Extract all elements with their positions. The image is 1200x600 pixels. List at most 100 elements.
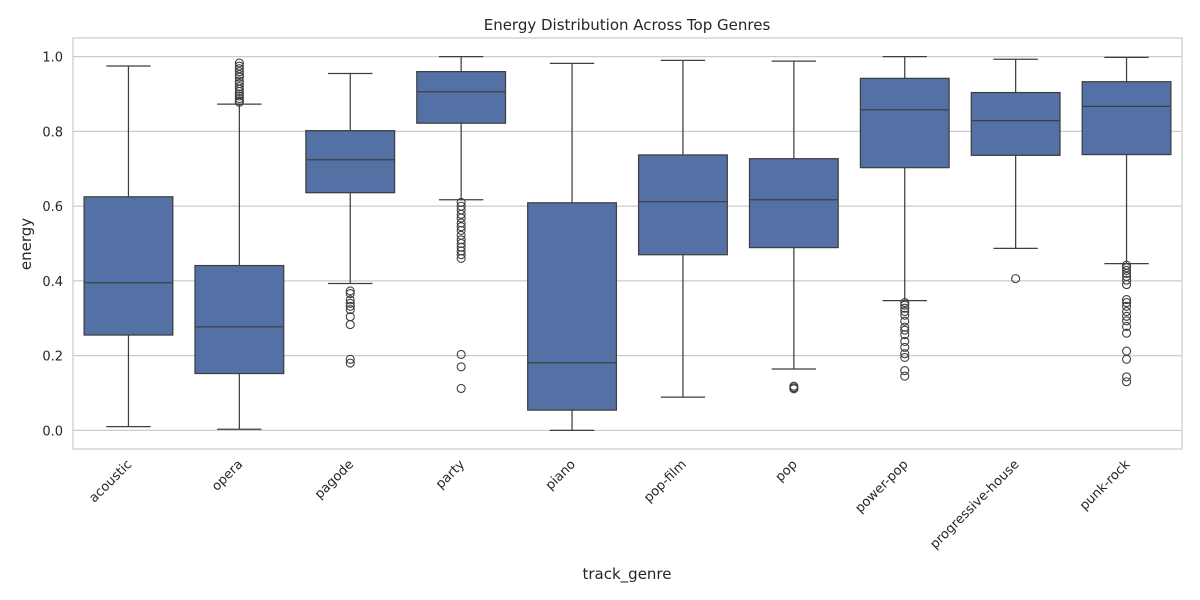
plot-frame <box>72 37 1183 450</box>
x-tick-label: punk-rock <box>1077 457 1134 514</box>
outlier-point <box>234 70 244 80</box>
outlier-point <box>1122 297 1132 308</box>
outlier-point <box>1011 274 1021 284</box>
outlier-point <box>234 61 244 71</box>
y-tick-label: 0.4 <box>42 275 63 290</box>
outlier-point <box>900 330 910 340</box>
outlier-point <box>345 298 355 308</box>
box-progressive-house <box>970 58 1061 284</box>
outlier-point <box>234 67 244 77</box>
y-tick-label: 0.8 <box>42 125 63 140</box>
outlier-point <box>1122 372 1132 382</box>
outlier-point <box>234 64 244 74</box>
y-tick-label: 0.0 <box>42 424 63 439</box>
outlier-point <box>345 289 355 299</box>
outlier-point <box>789 384 799 394</box>
outlier-point <box>900 365 910 376</box>
iqr-box <box>1081 81 1172 156</box>
y-tick-label: 0.6 <box>42 200 63 215</box>
y-tick-label: 0.2 <box>42 350 63 365</box>
outlier-point <box>456 209 466 219</box>
outlier-point <box>1122 328 1132 338</box>
iqr-box <box>527 202 618 411</box>
box-series <box>83 56 1172 431</box>
x-axis-ticks: acoustic opera pagode party piano pop-film pop… <box>87 457 1134 552</box>
outlier-point <box>234 96 244 106</box>
outlier-point <box>900 371 910 381</box>
outlier-point <box>1122 377 1132 387</box>
outlier-point <box>456 349 466 360</box>
outlier-point <box>1122 306 1132 317</box>
outlier-point <box>1122 346 1132 356</box>
x-axis-title: track_genre <box>583 565 672 584</box>
outlier-point <box>234 72 244 82</box>
iqr-box <box>637 154 728 256</box>
outlier-point <box>900 342 910 352</box>
x-tick-label: acoustic <box>87 457 136 506</box>
outlier-point <box>1122 354 1132 364</box>
outlier-point <box>1122 265 1132 275</box>
box-acoustic <box>83 65 174 428</box>
outlier-point <box>900 352 910 363</box>
box-pop-film <box>637 59 728 398</box>
box-punk-rock <box>1081 56 1172 387</box>
outlier-point <box>456 383 466 394</box>
outlier-point <box>900 349 910 359</box>
outlier-point <box>900 336 910 346</box>
outlier-point <box>456 362 466 372</box>
x-tick-label: piano <box>543 457 579 493</box>
outlier-point <box>345 305 355 315</box>
outlier-point <box>345 286 355 296</box>
outlier-point <box>900 303 910 313</box>
x-tick-label: opera <box>209 457 246 494</box>
outlier-point <box>345 295 355 305</box>
outlier-point <box>234 82 244 92</box>
y-axis-ticks: 0.0 0.2 0.4 0.6 0.8 1.0 <box>42 51 63 440</box>
x-tick-label: pop <box>773 457 801 485</box>
box-piano <box>527 62 618 431</box>
x-tick-label: party <box>433 457 468 492</box>
outlier-point <box>900 300 910 310</box>
outlier-point <box>900 306 910 317</box>
outlier-point <box>1122 321 1132 331</box>
outlier-point <box>345 320 355 330</box>
box-opera <box>194 58 285 430</box>
outlier-point <box>345 354 355 364</box>
outlier-point <box>345 301 355 311</box>
outlier-point <box>1122 268 1132 278</box>
iqr-box <box>194 264 285 375</box>
x-tick-label: pagode <box>312 457 357 502</box>
y-tick-label: 1.0 <box>42 51 63 66</box>
outlier-point <box>900 310 910 320</box>
iqr-box <box>83 196 174 336</box>
box-pop <box>748 60 839 394</box>
box-power-pop <box>859 56 950 381</box>
outlier-point <box>234 79 244 89</box>
outlier-point <box>456 250 466 260</box>
y-axis-title: energy <box>17 218 35 270</box>
outlier-point <box>1122 275 1132 285</box>
iqr-box <box>416 71 507 124</box>
outlier-point <box>1122 280 1132 290</box>
outlier-point <box>456 253 466 263</box>
x-tick-label: progressive-house <box>927 457 1022 552</box>
outlier-point <box>900 325 910 335</box>
outlier-point <box>1122 263 1132 273</box>
box-party <box>416 56 507 394</box>
outlier-point <box>456 225 466 235</box>
outlier-point <box>1122 301 1132 311</box>
iqr-box <box>305 130 396 194</box>
outlier-point <box>1122 316 1132 326</box>
outlier-point <box>456 213 466 223</box>
iqr-box <box>748 158 839 249</box>
outlier-point <box>345 358 355 368</box>
chart-title: Energy Distribution Across Top Genres <box>484 16 771 34</box>
box-pagode <box>305 72 396 368</box>
x-tick-label: pop-film <box>641 457 690 506</box>
iqr-box <box>859 77 950 169</box>
outlier-point <box>234 93 244 104</box>
outlier-point <box>900 297 910 308</box>
outlier-point <box>1122 294 1132 305</box>
